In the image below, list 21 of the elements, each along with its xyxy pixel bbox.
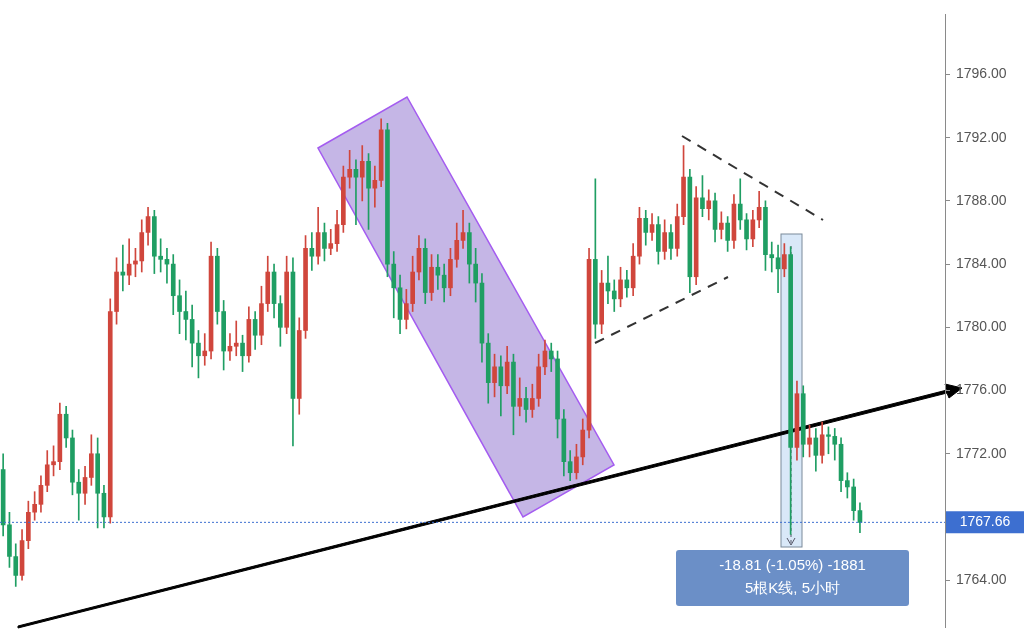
candlestick [233,320,239,357]
y-tick-label: 1772.00 [956,444,1007,461]
candlestick [309,232,315,271]
y-tick-label: 1776.00 [956,381,1007,398]
annotation: 5根K线, 5小时 [744,578,841,598]
candlestick [517,377,523,417]
y-tick-label: 1780.00 [956,318,1007,335]
y-tick-label: 1792.00 [956,128,1007,145]
y-tick-label: 1788.00 [956,191,1007,208]
candlestick [183,290,189,341]
candlestick [460,210,466,249]
candlestick [353,159,359,225]
y-tick-label: 1796.00 [956,65,1007,82]
ref-line-label: 1767.66 [959,513,1011,530]
y-tick-label: 1784.00 [956,254,1007,271]
candlestick [328,229,334,255]
candlestick [372,165,378,208]
candlestick [202,333,208,366]
annotation: -18.81 (-1.05%) -1881 [718,555,867,575]
y-tick-label: 1764.00 [956,571,1007,588]
candlestick [706,189,712,221]
